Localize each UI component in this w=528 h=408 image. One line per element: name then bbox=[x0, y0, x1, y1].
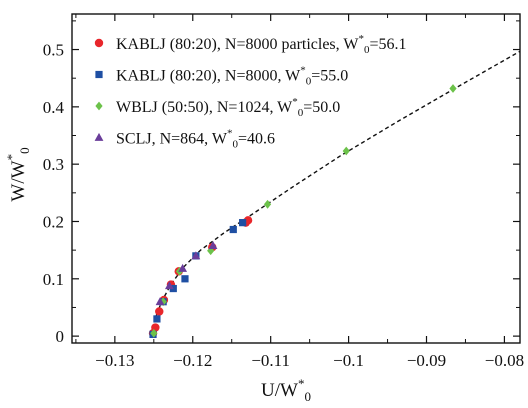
y-tick-label: 0.3 bbox=[43, 155, 64, 174]
y-tick-label: 0.1 bbox=[43, 270, 64, 289]
x-tick-label: −0.12 bbox=[173, 351, 212, 370]
data-point-square bbox=[153, 315, 161, 323]
legend-marker-square bbox=[95, 70, 103, 79]
legend-marker-triangle bbox=[94, 132, 104, 141]
legend-label: SCLJ, N=864, W*0=40.6 bbox=[116, 128, 275, 151]
x-tick-label: −0.11 bbox=[251, 351, 290, 370]
data-point-diamond bbox=[150, 328, 158, 338]
plot-frame bbox=[71, 13, 521, 344]
data-points bbox=[148, 84, 457, 339]
legend-marker-circle bbox=[94, 38, 104, 48]
legend-label: WBLJ (50:50), N=1024, W*0=50.0 bbox=[116, 96, 340, 119]
legend: KABLJ (80:20), N=8000 particles, W*0=56.… bbox=[94, 33, 407, 151]
data-point-circle bbox=[155, 307, 164, 316]
data-point-square bbox=[239, 219, 247, 227]
x-tick-label: −0.13 bbox=[95, 351, 134, 370]
data-point-square bbox=[229, 225, 237, 234]
y-tick-label: 0 bbox=[56, 327, 65, 346]
data-point-circle bbox=[151, 323, 160, 332]
data-point-diamond bbox=[342, 146, 350, 156]
y-axis-title: W/W*0 bbox=[4, 147, 32, 201]
x-tick-label: −0.08 bbox=[485, 351, 524, 370]
y-tick-label: 0.4 bbox=[43, 98, 65, 117]
x-tick-label: −0.09 bbox=[407, 351, 446, 370]
data-point-triangle bbox=[208, 240, 218, 249]
data-point-triangle bbox=[155, 297, 165, 306]
data-point-diamond bbox=[263, 199, 272, 209]
data-point-square bbox=[181, 275, 189, 283]
data-point-triangle bbox=[178, 263, 188, 272]
legend-marker-diamond bbox=[95, 101, 103, 111]
fit-line bbox=[150, 50, 521, 337]
data-point-triangle bbox=[191, 251, 201, 260]
tick-marks bbox=[72, 14, 520, 343]
y-tick-label: 0.5 bbox=[43, 41, 64, 60]
x-axis-title: U/W*0 bbox=[261, 376, 311, 404]
data-point-diamond bbox=[449, 84, 457, 93]
legend-label: KABLJ (80:20), N=8000, W*0=55.0 bbox=[116, 65, 348, 88]
y-tick-label: 0.2 bbox=[43, 212, 64, 231]
tick-labels: −0.13 −0.12 −0.11 −0.1 −0.09 −0.08 0 0.1 0.2 0.3 0… bbox=[43, 41, 524, 370]
x-tick-label: −0.1 bbox=[333, 351, 364, 370]
data-point-triangle bbox=[164, 281, 174, 290]
legend-label: KABLJ (80:20), N=8000 particles, W*0=56.… bbox=[116, 33, 407, 56]
